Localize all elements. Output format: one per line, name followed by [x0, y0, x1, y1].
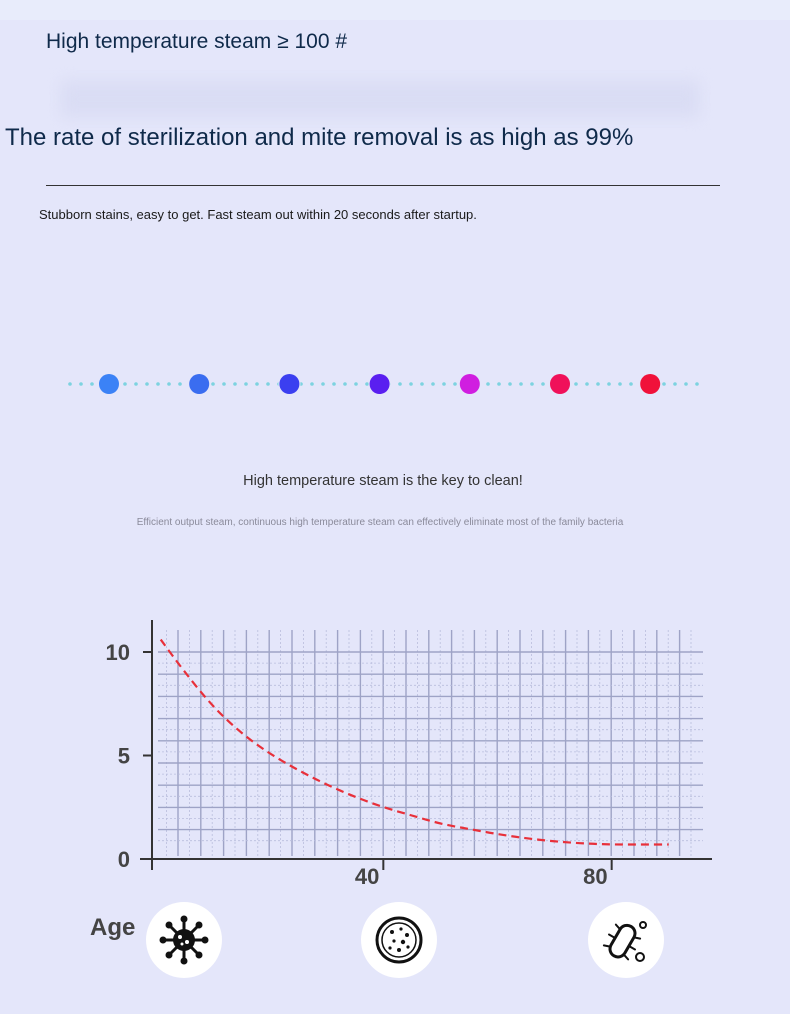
dotline-dot — [684, 382, 688, 386]
dotline-dot — [442, 382, 446, 386]
chart-grid — [158, 630, 703, 856]
dotline-dot — [409, 382, 413, 386]
dotline-dot — [486, 382, 490, 386]
dotline-dot — [244, 382, 248, 386]
dotline-dot — [68, 382, 72, 386]
chart-series — [159, 638, 669, 846]
virus-icon-badge — [146, 902, 222, 978]
note-text: Efficient output steam, continuous high … — [136, 517, 624, 528]
temperature-dot-scale — [68, 373, 699, 395]
temperature-dot — [279, 374, 300, 394]
microbe-icon-badge — [588, 902, 664, 978]
dotline-dot — [453, 382, 457, 386]
dotline-dot — [222, 382, 226, 386]
bacteria-colony-icon — [375, 916, 423, 964]
dotline-dot — [178, 382, 182, 386]
dotline-dot — [167, 382, 171, 386]
dotline-dot — [398, 382, 402, 386]
dotline-dot — [607, 382, 611, 386]
dotline-dot — [332, 382, 336, 386]
temperature-dot — [459, 374, 480, 394]
dotline-dot — [354, 382, 358, 386]
dotline-dot — [508, 382, 512, 386]
dotline-dot — [530, 382, 534, 386]
dotline-dot — [497, 382, 501, 386]
blurred-banner — [60, 80, 700, 118]
y-tick-label: 0 — [118, 847, 130, 872]
dotline-dot — [134, 382, 138, 386]
dotline-dot — [629, 382, 633, 386]
dotline-dot — [519, 382, 523, 386]
x-tick-label: 40 — [355, 864, 379, 889]
divider — [46, 185, 720, 186]
dotline-dot — [365, 382, 369, 386]
microbe-icon — [602, 921, 647, 962]
page-title: High temperature steam ≥ 100 # — [46, 30, 348, 53]
dotline-dot — [695, 382, 699, 386]
temperature-dot — [369, 374, 390, 394]
dotline-dot — [211, 382, 215, 386]
temperature-dot — [550, 374, 570, 394]
dotline-dot — [585, 382, 589, 386]
temperature-dot — [99, 374, 119, 394]
chart-axes — [140, 620, 712, 870]
dotline-dot — [79, 382, 83, 386]
dotline-dot — [233, 382, 237, 386]
dotline-dot — [310, 382, 314, 386]
temperature-dot — [189, 374, 210, 394]
y-tick-label: 10 — [106, 640, 130, 665]
dotline-dot — [596, 382, 600, 386]
temperature-dot — [640, 374, 661, 394]
dotline-dot — [343, 382, 347, 386]
x-tick-label: 80 — [583, 864, 607, 889]
y-tick-label: 5 — [118, 744, 130, 769]
dotline-dot — [255, 382, 259, 386]
colony-icon-badge — [361, 902, 437, 978]
tagline: High temperature steam is the key to cle… — [243, 473, 523, 489]
dotline-dot — [574, 382, 578, 386]
dotline-dot — [420, 382, 424, 386]
x-axis-label: Age — [90, 914, 135, 941]
dotline-dot — [156, 382, 160, 386]
dotline-dot — [541, 382, 545, 386]
dotline-dot — [673, 382, 677, 386]
dotline-dot — [145, 382, 149, 386]
series-line — [159, 638, 669, 846]
dotline-dot — [662, 382, 666, 386]
subtext: Stubborn stains, easy to get. Fast steam… — [39, 207, 477, 222]
dotline-dot — [321, 382, 325, 386]
bacteria-decay-chart: 0 5 10 40 80 Age — [90, 620, 712, 941]
dotline-dot — [123, 382, 127, 386]
top-band — [0, 0, 790, 20]
chart-ticks: 0 5 10 40 80 — [106, 640, 613, 889]
dotline-dot — [90, 382, 94, 386]
dotline-dot — [431, 382, 435, 386]
virus-icon — [159, 915, 209, 965]
dotline-dot — [618, 382, 622, 386]
dotline-dot — [266, 382, 270, 386]
headline: The rate of sterilization and mite remov… — [5, 124, 634, 151]
